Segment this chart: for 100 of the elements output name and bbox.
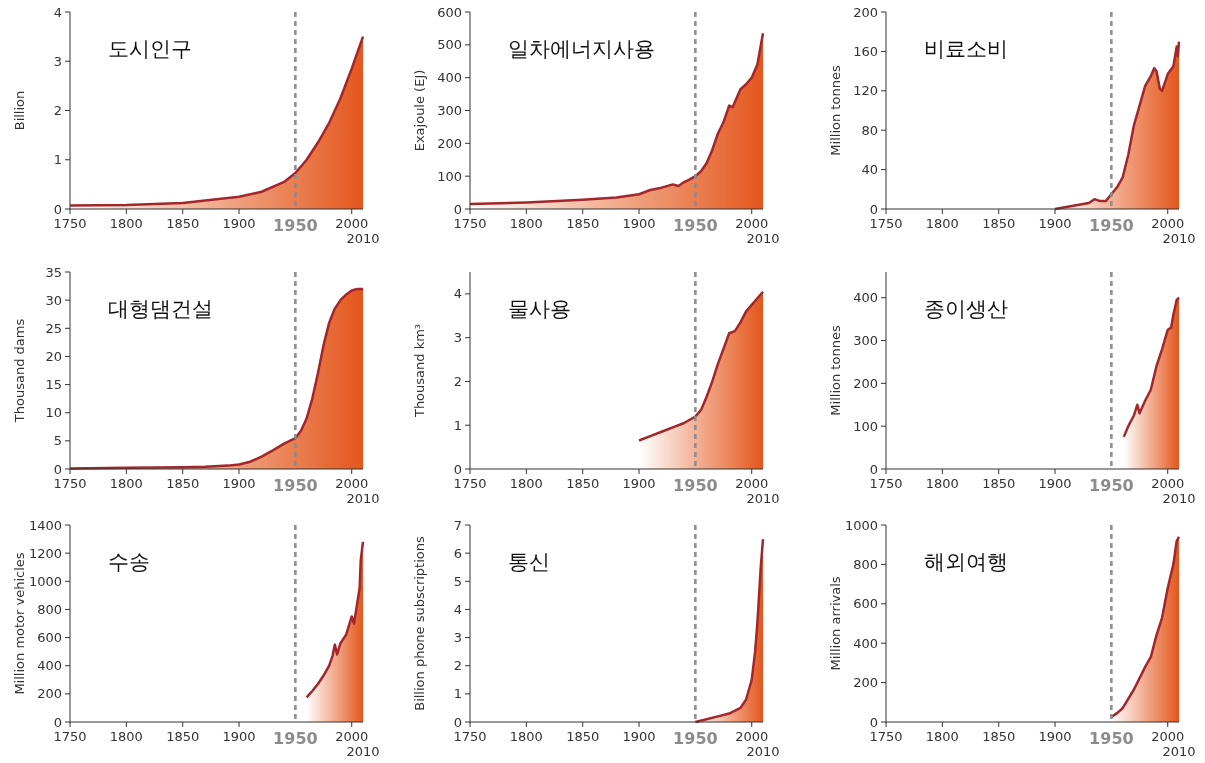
x-tick-label: 1900 xyxy=(222,476,256,491)
y-tick-label: 300 xyxy=(437,103,462,118)
text: 해외여행 xyxy=(924,550,1008,574)
x-tick-label: 2000 xyxy=(335,216,369,231)
x-tick-label: 2000 xyxy=(335,729,369,744)
x-tick-label: 1800 xyxy=(925,216,959,231)
ref-line-label: 1950 xyxy=(1089,476,1134,495)
x-tick-label: 1850 xyxy=(566,476,600,491)
y-tick-label: 1200 xyxy=(28,545,62,561)
y-axis-title: Exajoule (EJ) xyxy=(412,69,427,152)
x-tick-label: 2000 xyxy=(1151,729,1185,744)
y-tick-label: 20 xyxy=(45,348,62,364)
y-tick-label: 1 xyxy=(53,152,62,168)
y-tick-label: 0 xyxy=(869,201,878,217)
y-tick-label: 200 xyxy=(37,686,62,702)
x-tick-label: 1850 xyxy=(166,216,200,231)
ref-line-label: 1950 xyxy=(273,216,318,235)
y-tick-label: 4 xyxy=(53,4,62,20)
ref-line-label: 1950 xyxy=(673,216,718,235)
text: 통신 xyxy=(508,550,550,574)
x-tick-label: 1850 xyxy=(982,476,1016,491)
x-tick-label: 1900 xyxy=(222,729,256,744)
y-tick-label: 0 xyxy=(53,714,62,730)
ref-line-label: 1950 xyxy=(1089,216,1134,235)
x-tick-label: 1750 xyxy=(453,729,487,744)
text: 수송 xyxy=(108,550,150,574)
x-tick-label: 1850 xyxy=(566,216,600,231)
y-tick-label: 400 xyxy=(437,70,462,86)
text: 일차에너지사용 xyxy=(508,37,655,61)
y-tick-label: 300 xyxy=(853,333,878,349)
x-tick-label: 1900 xyxy=(622,729,656,744)
x-tick-label: 2000 xyxy=(1151,476,1185,491)
ref-line-label: 1950 xyxy=(273,476,318,495)
y-tick-label: 4 xyxy=(453,286,462,302)
text: 2010 xyxy=(346,491,380,506)
x-tick-label: 1800 xyxy=(109,729,143,744)
y-tick-label: 0 xyxy=(53,201,62,217)
y-tick-label: 0 xyxy=(453,201,462,217)
x-tick-label: 1800 xyxy=(925,476,959,491)
x-tick-label: 1800 xyxy=(925,729,959,744)
x-tick-label: 1750 xyxy=(53,476,87,491)
y-tick-label: 0 xyxy=(53,461,62,477)
text: 비료소비 xyxy=(924,37,1008,61)
y-tick-label: 400 xyxy=(853,290,878,306)
y-tick-label: 35 xyxy=(45,264,62,280)
y-tick-label: 10 xyxy=(45,405,62,421)
x-tick-label: 1900 xyxy=(1038,216,1072,231)
x-tick-label: 1850 xyxy=(982,216,1016,231)
ref-line-label: 1950 xyxy=(673,729,718,748)
y-axis-title: Million motor vehicles xyxy=(12,552,27,695)
y-tick-label: 0 xyxy=(869,461,878,477)
y-tick-label: 25 xyxy=(45,320,62,336)
x-tick-label: 1900 xyxy=(222,216,256,231)
x-tick-label: 1800 xyxy=(509,729,543,744)
x-tick-label: 1800 xyxy=(509,476,543,491)
y-tick-label: 80 xyxy=(861,122,878,138)
y-axis-title: Million tonnes xyxy=(828,65,843,156)
y-tick-label: 160 xyxy=(853,43,878,59)
y-tick-label: 800 xyxy=(37,601,62,617)
y-tick-label: 800 xyxy=(853,556,878,572)
x-tick-label: 1900 xyxy=(622,476,656,491)
x-tick-label: 1800 xyxy=(109,476,143,491)
y-tick-label: 500 xyxy=(437,37,462,53)
x-tick-label: 1850 xyxy=(982,729,1016,744)
y-tick-label: 600 xyxy=(37,630,62,646)
x-tick-label: 1750 xyxy=(869,216,903,231)
x-tick-label: 1850 xyxy=(166,729,200,744)
text: 2010 xyxy=(346,744,380,759)
x-tick-label: 1750 xyxy=(53,216,87,231)
y-tick-label: 3 xyxy=(53,53,62,69)
y-tick-label: 5 xyxy=(453,573,462,589)
y-tick-label: 40 xyxy=(861,162,878,178)
x-tick-label: 1750 xyxy=(869,729,903,744)
y-tick-label: 4 xyxy=(453,601,462,617)
text: 2010 xyxy=(746,491,780,506)
y-tick-label: 200 xyxy=(437,135,462,151)
y-axis-title: Billion xyxy=(12,90,27,131)
y-tick-label: 400 xyxy=(37,658,62,674)
text: 2010 xyxy=(1162,491,1196,506)
x-tick-label: 1750 xyxy=(53,729,87,744)
text: 종이생산 xyxy=(924,297,1008,321)
y-tick-label: 1000 xyxy=(28,573,62,589)
y-axis-title: Thousand km³ xyxy=(412,323,427,419)
y-tick-label: 0 xyxy=(453,714,462,730)
text: 대형댐건설 xyxy=(108,297,213,321)
ref-line-label: 1950 xyxy=(673,476,718,495)
x-tick-label: 2000 xyxy=(735,216,769,231)
x-tick-label: 1800 xyxy=(109,216,143,231)
text: 도시인구 xyxy=(108,37,192,61)
y-tick-label: 120 xyxy=(853,83,878,99)
y-tick-label: 1400 xyxy=(28,517,62,533)
y-axis-title: Thousand dams xyxy=(12,318,27,424)
y-tick-label: 3 xyxy=(453,330,462,346)
y-tick-label: 6 xyxy=(453,545,462,561)
y-axis-title: Billion phone subscriptions xyxy=(412,535,427,711)
y-tick-label: 30 xyxy=(45,292,62,308)
text: 2010 xyxy=(746,231,780,246)
y-tick-label: 1 xyxy=(453,417,462,433)
y-tick-label: 100 xyxy=(853,418,878,434)
y-tick-label: 600 xyxy=(853,596,878,612)
